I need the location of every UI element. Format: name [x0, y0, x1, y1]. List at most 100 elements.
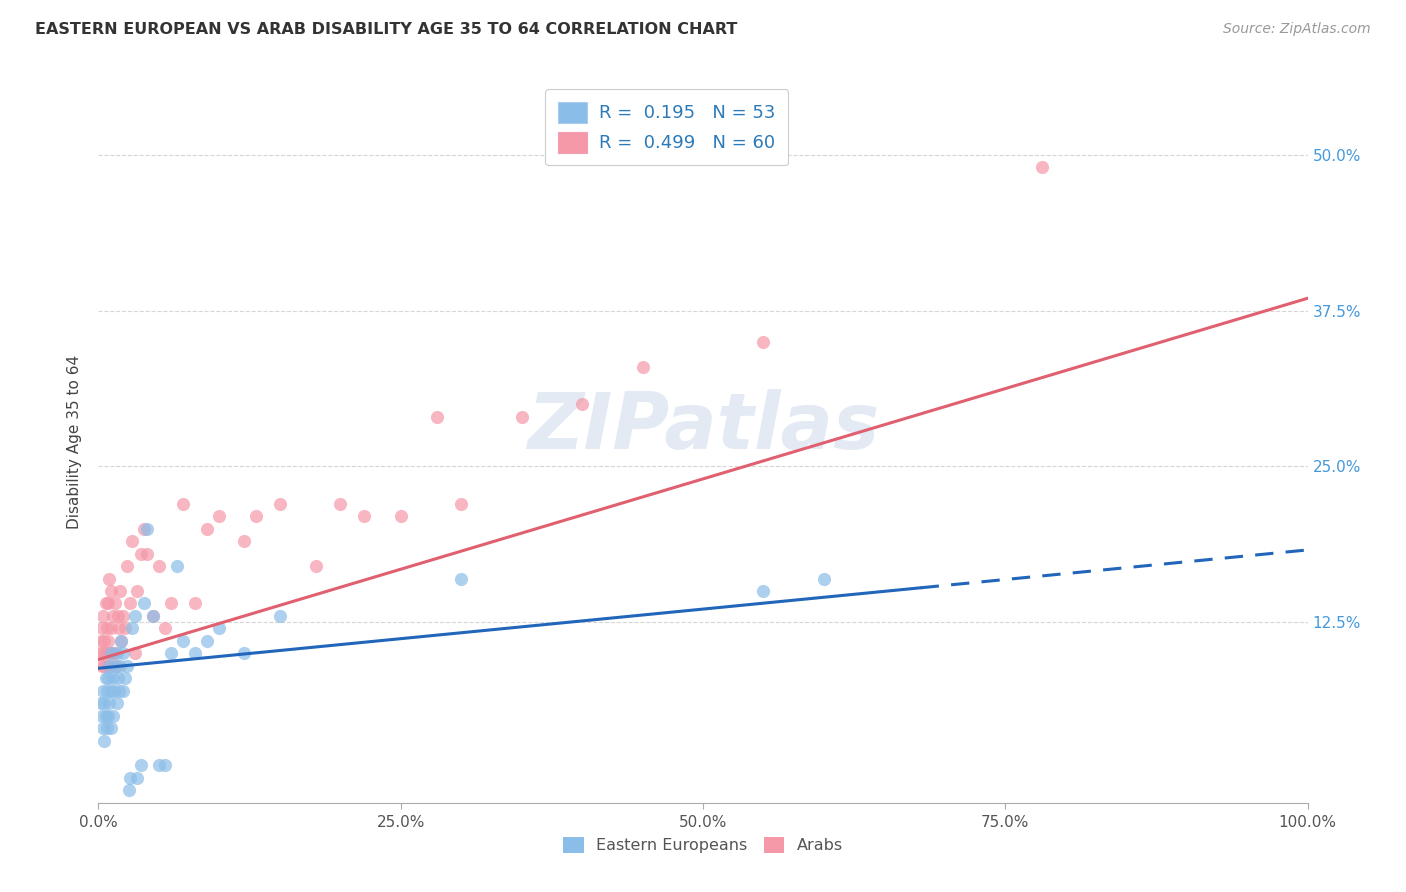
Point	[98, 696, 121, 710]
Point	[100, 646, 122, 660]
Point	[97, 597, 120, 611]
Point	[114, 671, 136, 685]
Point	[108, 621, 131, 635]
Point	[752, 584, 775, 599]
Point	[96, 683, 118, 698]
Point	[124, 646, 146, 660]
Point	[100, 658, 122, 673]
Point	[571, 397, 593, 411]
Point	[142, 609, 165, 624]
Point	[110, 633, 132, 648]
Point	[93, 733, 115, 747]
Legend: Eastern Europeans, Arabs: Eastern Europeans, Arabs	[557, 830, 849, 860]
Point	[510, 409, 533, 424]
Point	[96, 721, 118, 735]
Y-axis label: Disability Age 35 to 64: Disability Age 35 to 64	[67, 354, 83, 529]
Point	[450, 572, 472, 586]
Point	[111, 683, 134, 698]
Point	[110, 633, 132, 648]
Point	[111, 609, 134, 624]
Point	[93, 696, 115, 710]
Point	[142, 609, 165, 624]
Point	[166, 559, 188, 574]
Point	[108, 683, 131, 698]
Point	[232, 534, 254, 549]
Point	[108, 658, 131, 673]
Point	[105, 696, 128, 710]
Point	[195, 522, 218, 536]
Point	[121, 621, 143, 635]
Point	[232, 646, 254, 660]
Point	[94, 646, 117, 660]
Point	[117, 559, 139, 574]
Point	[91, 609, 114, 624]
Point	[98, 572, 121, 586]
Point	[752, 334, 775, 349]
Point	[100, 646, 122, 660]
Point	[100, 683, 122, 698]
Point	[91, 658, 114, 673]
Point	[389, 509, 412, 524]
Point	[269, 497, 291, 511]
Point	[127, 771, 149, 785]
Point	[245, 509, 267, 524]
Point	[100, 721, 122, 735]
Point	[94, 597, 117, 611]
Point	[269, 609, 291, 624]
Point	[91, 646, 114, 660]
Point	[118, 597, 141, 611]
Point	[91, 721, 114, 735]
Point	[121, 534, 143, 549]
Point	[105, 646, 128, 660]
Point	[103, 683, 125, 698]
Point	[450, 497, 472, 511]
Point	[91, 708, 114, 723]
Point	[160, 646, 183, 660]
Point	[329, 497, 352, 511]
Point	[100, 621, 122, 635]
Point	[208, 621, 231, 635]
Point	[94, 671, 117, 685]
Point	[108, 584, 131, 599]
Point	[94, 708, 117, 723]
Text: ZIPatlas: ZIPatlas	[527, 389, 879, 465]
Point	[104, 658, 127, 673]
Point	[98, 658, 121, 673]
Point	[97, 708, 120, 723]
Point	[153, 621, 176, 635]
Point	[118, 771, 141, 785]
Point	[90, 633, 112, 648]
Point	[96, 658, 118, 673]
Point	[184, 646, 207, 660]
Point	[93, 633, 115, 648]
Point	[91, 683, 114, 698]
Point	[104, 597, 127, 611]
Text: Source: ZipAtlas.com: Source: ZipAtlas.com	[1223, 22, 1371, 37]
Point	[114, 621, 136, 635]
Point	[107, 609, 129, 624]
Point	[101, 609, 124, 624]
Point	[103, 646, 125, 660]
Point	[631, 359, 654, 374]
Point	[97, 633, 120, 648]
Point	[107, 671, 129, 685]
Point	[1031, 161, 1053, 175]
Point	[172, 633, 194, 648]
Point	[195, 633, 218, 648]
Point	[96, 621, 118, 635]
Point	[148, 559, 170, 574]
Point	[353, 509, 375, 524]
Point	[134, 522, 156, 536]
Point	[208, 509, 231, 524]
Point	[184, 597, 207, 611]
Point	[100, 584, 122, 599]
Point	[117, 658, 139, 673]
Point	[90, 646, 112, 660]
Point	[172, 497, 194, 511]
Point	[111, 646, 134, 660]
Point	[426, 409, 449, 424]
Point	[129, 547, 152, 561]
Point	[153, 758, 176, 772]
Point	[160, 597, 183, 611]
Point	[129, 758, 152, 772]
